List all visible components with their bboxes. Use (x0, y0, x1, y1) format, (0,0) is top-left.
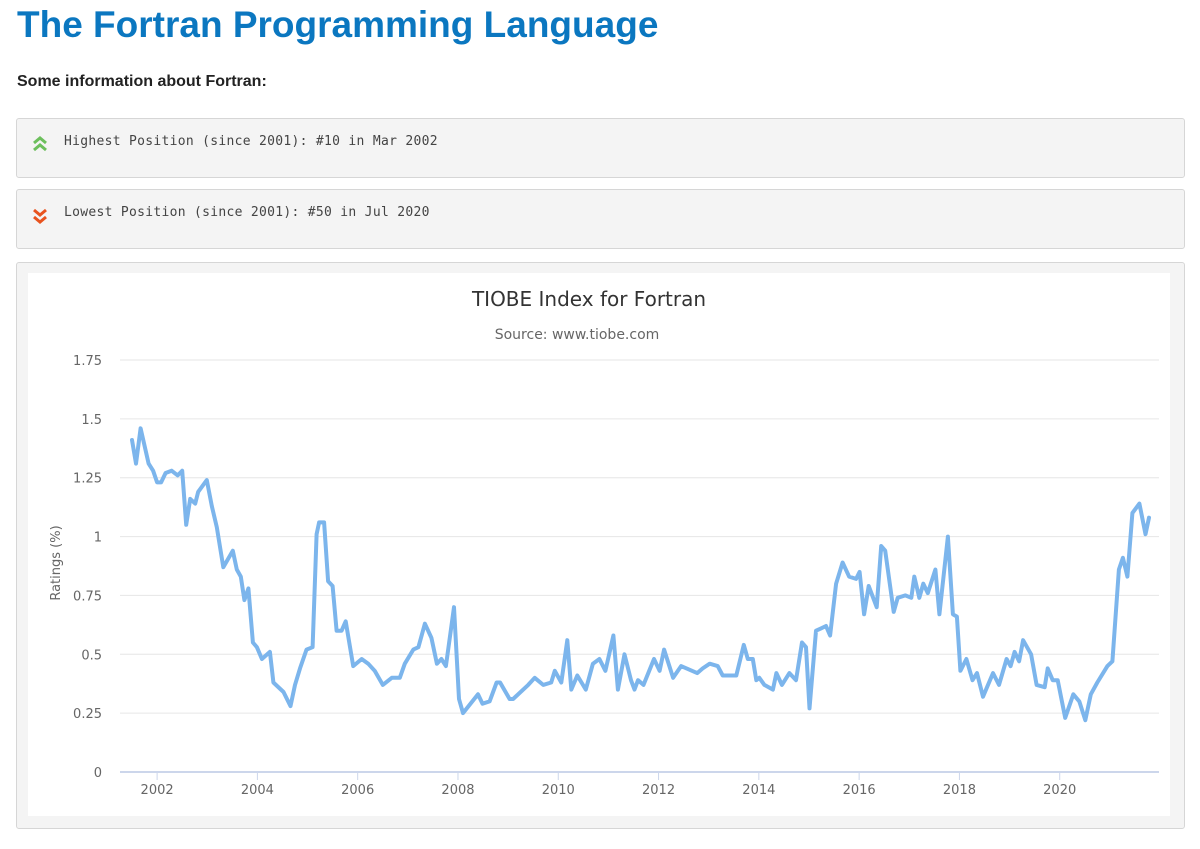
chart-title: TIOBE Index for Fortran (471, 287, 706, 311)
y-tick-label: 1.5 (81, 413, 102, 428)
x-tick-label: 2004 (241, 783, 274, 798)
highest-position-panel: Highest Position (since 2001): #10 in Ma… (16, 118, 1185, 178)
x-tick-label: 2006 (341, 783, 374, 798)
intro-text: Some information about Fortran: (17, 73, 267, 90)
x-tick-label: 2020 (1043, 783, 1076, 798)
y-tick-label: 1.75 (73, 354, 102, 369)
series-line (130, 426, 1151, 723)
x-tick-label: 2016 (843, 783, 876, 798)
highest-position-text: Highest Position (since 2001): #10 in Ma… (64, 134, 438, 149)
y-axis-label: Ratings (%) (49, 525, 64, 600)
double-chevron-down-icon (33, 208, 47, 224)
x-tick-label: 2010 (542, 783, 575, 798)
y-tick-label: 0.25 (73, 707, 102, 722)
y-tick-label: 1 (94, 531, 102, 546)
lowest-position-panel: Lowest Position (since 2001): #50 in Jul… (16, 189, 1185, 249)
x-tick-label: 2008 (441, 783, 474, 798)
chart-container: TIOBE Index for Fortran Source: www.tiob… (28, 273, 1170, 816)
x-tick-label: 2014 (742, 783, 775, 798)
double-chevron-up-icon (33, 136, 47, 152)
chart-panel: TIOBE Index for Fortran Source: www.tiob… (16, 262, 1185, 829)
x-tick-label: 2018 (943, 783, 976, 798)
chart-subtitle: Source: www.tiobe.com (495, 327, 660, 343)
y-tick-label: 0 (94, 766, 102, 781)
page-title: The Fortran Programming Language (17, 4, 659, 45)
x-tick-label: 2002 (141, 783, 174, 798)
tiobe-line-chart: TIOBE Index for Fortran Source: www.tiob… (49, 287, 1159, 798)
lowest-position-text: Lowest Position (since 2001): #50 in Jul… (64, 205, 430, 220)
y-tick-label: 1.25 (73, 472, 102, 487)
y-tick-label: 0.75 (73, 589, 102, 604)
x-tick-label: 2012 (642, 783, 675, 798)
y-tick-label: 0.5 (81, 648, 102, 663)
